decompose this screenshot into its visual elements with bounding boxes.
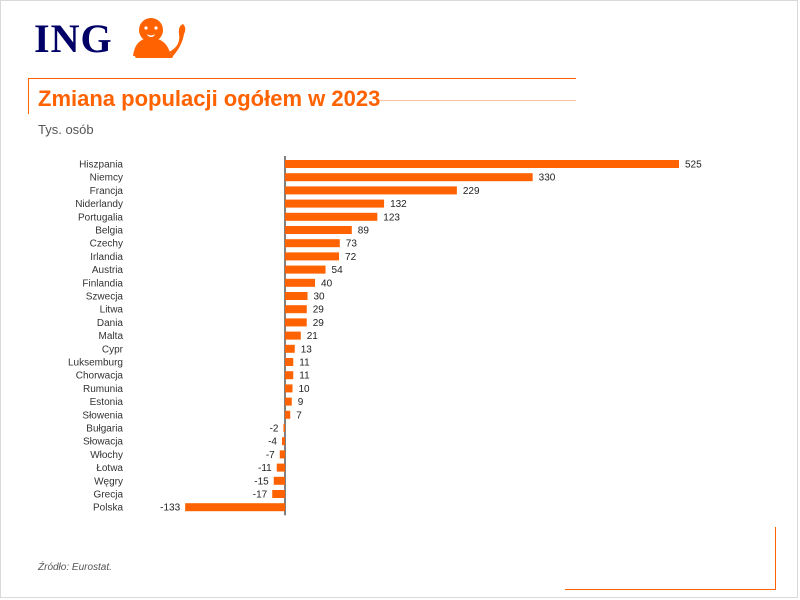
bar — [285, 212, 378, 221]
bar — [285, 186, 457, 195]
bar — [285, 384, 293, 393]
bar — [285, 344, 295, 353]
category-label: Czechy — [90, 239, 123, 250]
bar — [285, 305, 307, 314]
bar — [285, 410, 291, 419]
data-label: 123 — [383, 212, 400, 223]
bar — [285, 239, 340, 248]
data-label: 11 — [299, 358, 310, 369]
bar — [185, 503, 285, 512]
bar — [285, 226, 352, 234]
bar — [285, 292, 308, 300]
bar — [285, 331, 301, 340]
category-label: Chorwacja — [76, 371, 124, 382]
data-label: -15 — [254, 476, 269, 487]
chart-title: Zmiana populacji ogółem w 2023 — [38, 86, 381, 111]
category-label: Grecja — [94, 490, 124, 501]
bar — [285, 358, 294, 366]
title-rule-left — [28, 78, 29, 114]
bar — [285, 265, 326, 274]
category-label: Węgry — [94, 476, 123, 487]
category-label: Cypr — [102, 344, 124, 355]
data-label: 11 — [299, 371, 310, 382]
category-label: Finlandia — [82, 278, 123, 289]
category-label: Luksemburg — [68, 358, 123, 369]
data-label: 525 — [685, 160, 702, 171]
bar — [285, 252, 340, 261]
data-label: -2 — [270, 424, 279, 435]
category-label: Irlandia — [90, 252, 123, 263]
category-label: Litwa — [100, 305, 124, 316]
source-note: Źródło: Eurostat. — [38, 562, 112, 573]
category-label: Niemcy — [90, 173, 123, 184]
bar — [285, 160, 680, 168]
data-label: -17 — [253, 490, 268, 501]
corner-rule-horizontal — [565, 589, 776, 590]
category-label: Polska — [93, 503, 123, 514]
data-label: 9 — [298, 397, 304, 408]
category-label: Austria — [92, 265, 124, 276]
bar — [279, 450, 285, 459]
bar — [276, 463, 285, 472]
bar — [285, 371, 294, 380]
ing-logo-text: ING — [34, 15, 113, 61]
data-label: 89 — [358, 226, 370, 237]
bar — [285, 173, 533, 182]
data-label: 10 — [299, 384, 311, 395]
category-label: Słowacja — [83, 437, 123, 448]
data-label: 72 — [345, 252, 357, 263]
title-rule-top — [28, 78, 576, 79]
category-label: Portugalia — [78, 212, 123, 223]
data-label: -11 — [258, 463, 272, 474]
data-label: 229 — [463, 186, 480, 197]
data-label: 40 — [321, 278, 333, 289]
category-label: Włochy — [90, 450, 123, 461]
lion-icon — [132, 18, 185, 58]
chart-unit-label: Tys. osób — [38, 122, 94, 137]
bar — [283, 424, 285, 432]
category-label: Belgia — [95, 226, 123, 237]
category-label: Łotwa — [96, 463, 123, 474]
bar — [281, 437, 285, 446]
data-label: 54 — [332, 265, 344, 276]
category-label: Francja — [90, 186, 124, 197]
data-label: 330 — [539, 173, 556, 184]
data-label: -133 — [160, 503, 180, 514]
category-label: Rumunia — [83, 384, 123, 395]
category-label: Niderlandy — [75, 199, 123, 210]
bar — [285, 397, 292, 406]
data-label: -4 — [268, 437, 277, 448]
data-label: 30 — [314, 292, 326, 303]
category-label: Malta — [99, 331, 124, 342]
category-label: Dania — [97, 318, 124, 329]
data-label: 29 — [313, 305, 325, 316]
corner-rule-vertical — [775, 527, 776, 590]
category-label: Bułgaria — [86, 424, 123, 435]
category-label: Szwecja — [86, 292, 124, 303]
title-rule-accent — [380, 100, 576, 101]
ing-logo: ING — [34, 15, 191, 61]
data-label: 13 — [301, 344, 313, 355]
bar — [285, 199, 385, 208]
bar — [273, 476, 285, 485]
data-label: 132 — [390, 199, 407, 210]
category-label: Estonia — [90, 397, 124, 408]
data-label: 29 — [313, 318, 325, 329]
bar — [285, 318, 307, 327]
data-label: 73 — [346, 239, 358, 250]
data-label: -7 — [266, 450, 275, 461]
category-label: Hiszpania — [79, 160, 123, 171]
data-label: 7 — [296, 410, 302, 421]
bar — [272, 490, 285, 498]
bar — [285, 278, 316, 287]
data-label: 21 — [307, 331, 319, 342]
category-label: Słowenia — [82, 410, 123, 421]
